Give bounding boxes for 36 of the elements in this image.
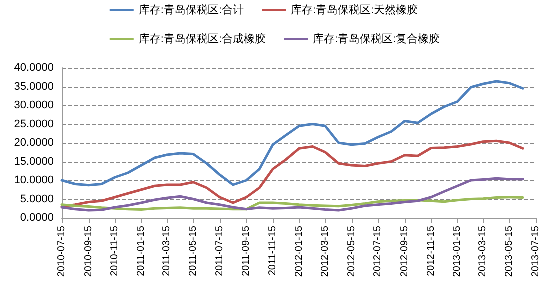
x-tick-label: 2010-07-15 <box>56 226 68 278</box>
line-series <box>60 196 524 211</box>
legend-label: 库存:青岛保税区:合成橡胶 <box>138 32 266 46</box>
x-tick-label: 2013-05-15 <box>504 226 516 278</box>
x-tick-label: 2011-01-15 <box>136 226 148 276</box>
legend-label: 库存:青岛保税区:合计 <box>138 4 244 16</box>
x-tick-label: 2011-09-15 <box>241 226 252 276</box>
x-tick-label: 2011-07-15 <box>214 226 226 276</box>
y-tick-label: 30.0000 <box>14 100 54 112</box>
x-tick-label: 2010-09-15 <box>83 226 94 278</box>
y-tick-label: 0.0000 <box>20 212 54 224</box>
y-tick-label: 10.0000 <box>14 174 54 186</box>
line-series <box>60 177 524 212</box>
line-series <box>60 80 524 187</box>
x-tick-label: 2012-07-15 <box>372 226 384 278</box>
x-tick-label: 2013-07-15 <box>530 226 542 278</box>
x-tick-label: 2012-09-15 <box>399 226 410 278</box>
x-tick-label: 2012-11-15 <box>426 226 437 276</box>
x-tick-label: 2013-03-15 <box>478 226 489 278</box>
x-tick-label: 2012-03-15 <box>320 226 331 278</box>
x-tick-label: 2012-05-15 <box>346 226 358 278</box>
x-tick-label: 2011-11-15 <box>268 226 279 276</box>
y-tick-label: 20.0000 <box>14 137 54 149</box>
y-tick-label: 35.0000 <box>14 80 54 93</box>
y-tick-label: 25.0000 <box>14 118 54 130</box>
y-tick-label: 5.0000 <box>20 193 54 206</box>
line-series <box>60 140 524 208</box>
y-tick-label: 15.0000 <box>14 156 54 168</box>
x-tick-label: 2012-01-15 <box>294 226 305 278</box>
legend-label: 库存:青岛保税区:天然橡胶 <box>291 4 418 16</box>
x-tick-label: 2010-11-15 <box>110 226 121 276</box>
y-tick-label: 40.0000 <box>14 62 54 74</box>
legend-label: 库存:青岛保税区:复合橡胶 <box>313 32 440 46</box>
x-tick-label: 2013-01-15 <box>452 226 464 278</box>
x-tick-label: 2011-03-15 <box>162 226 173 276</box>
x-tick-label: 2011-05-15 <box>188 226 199 276</box>
